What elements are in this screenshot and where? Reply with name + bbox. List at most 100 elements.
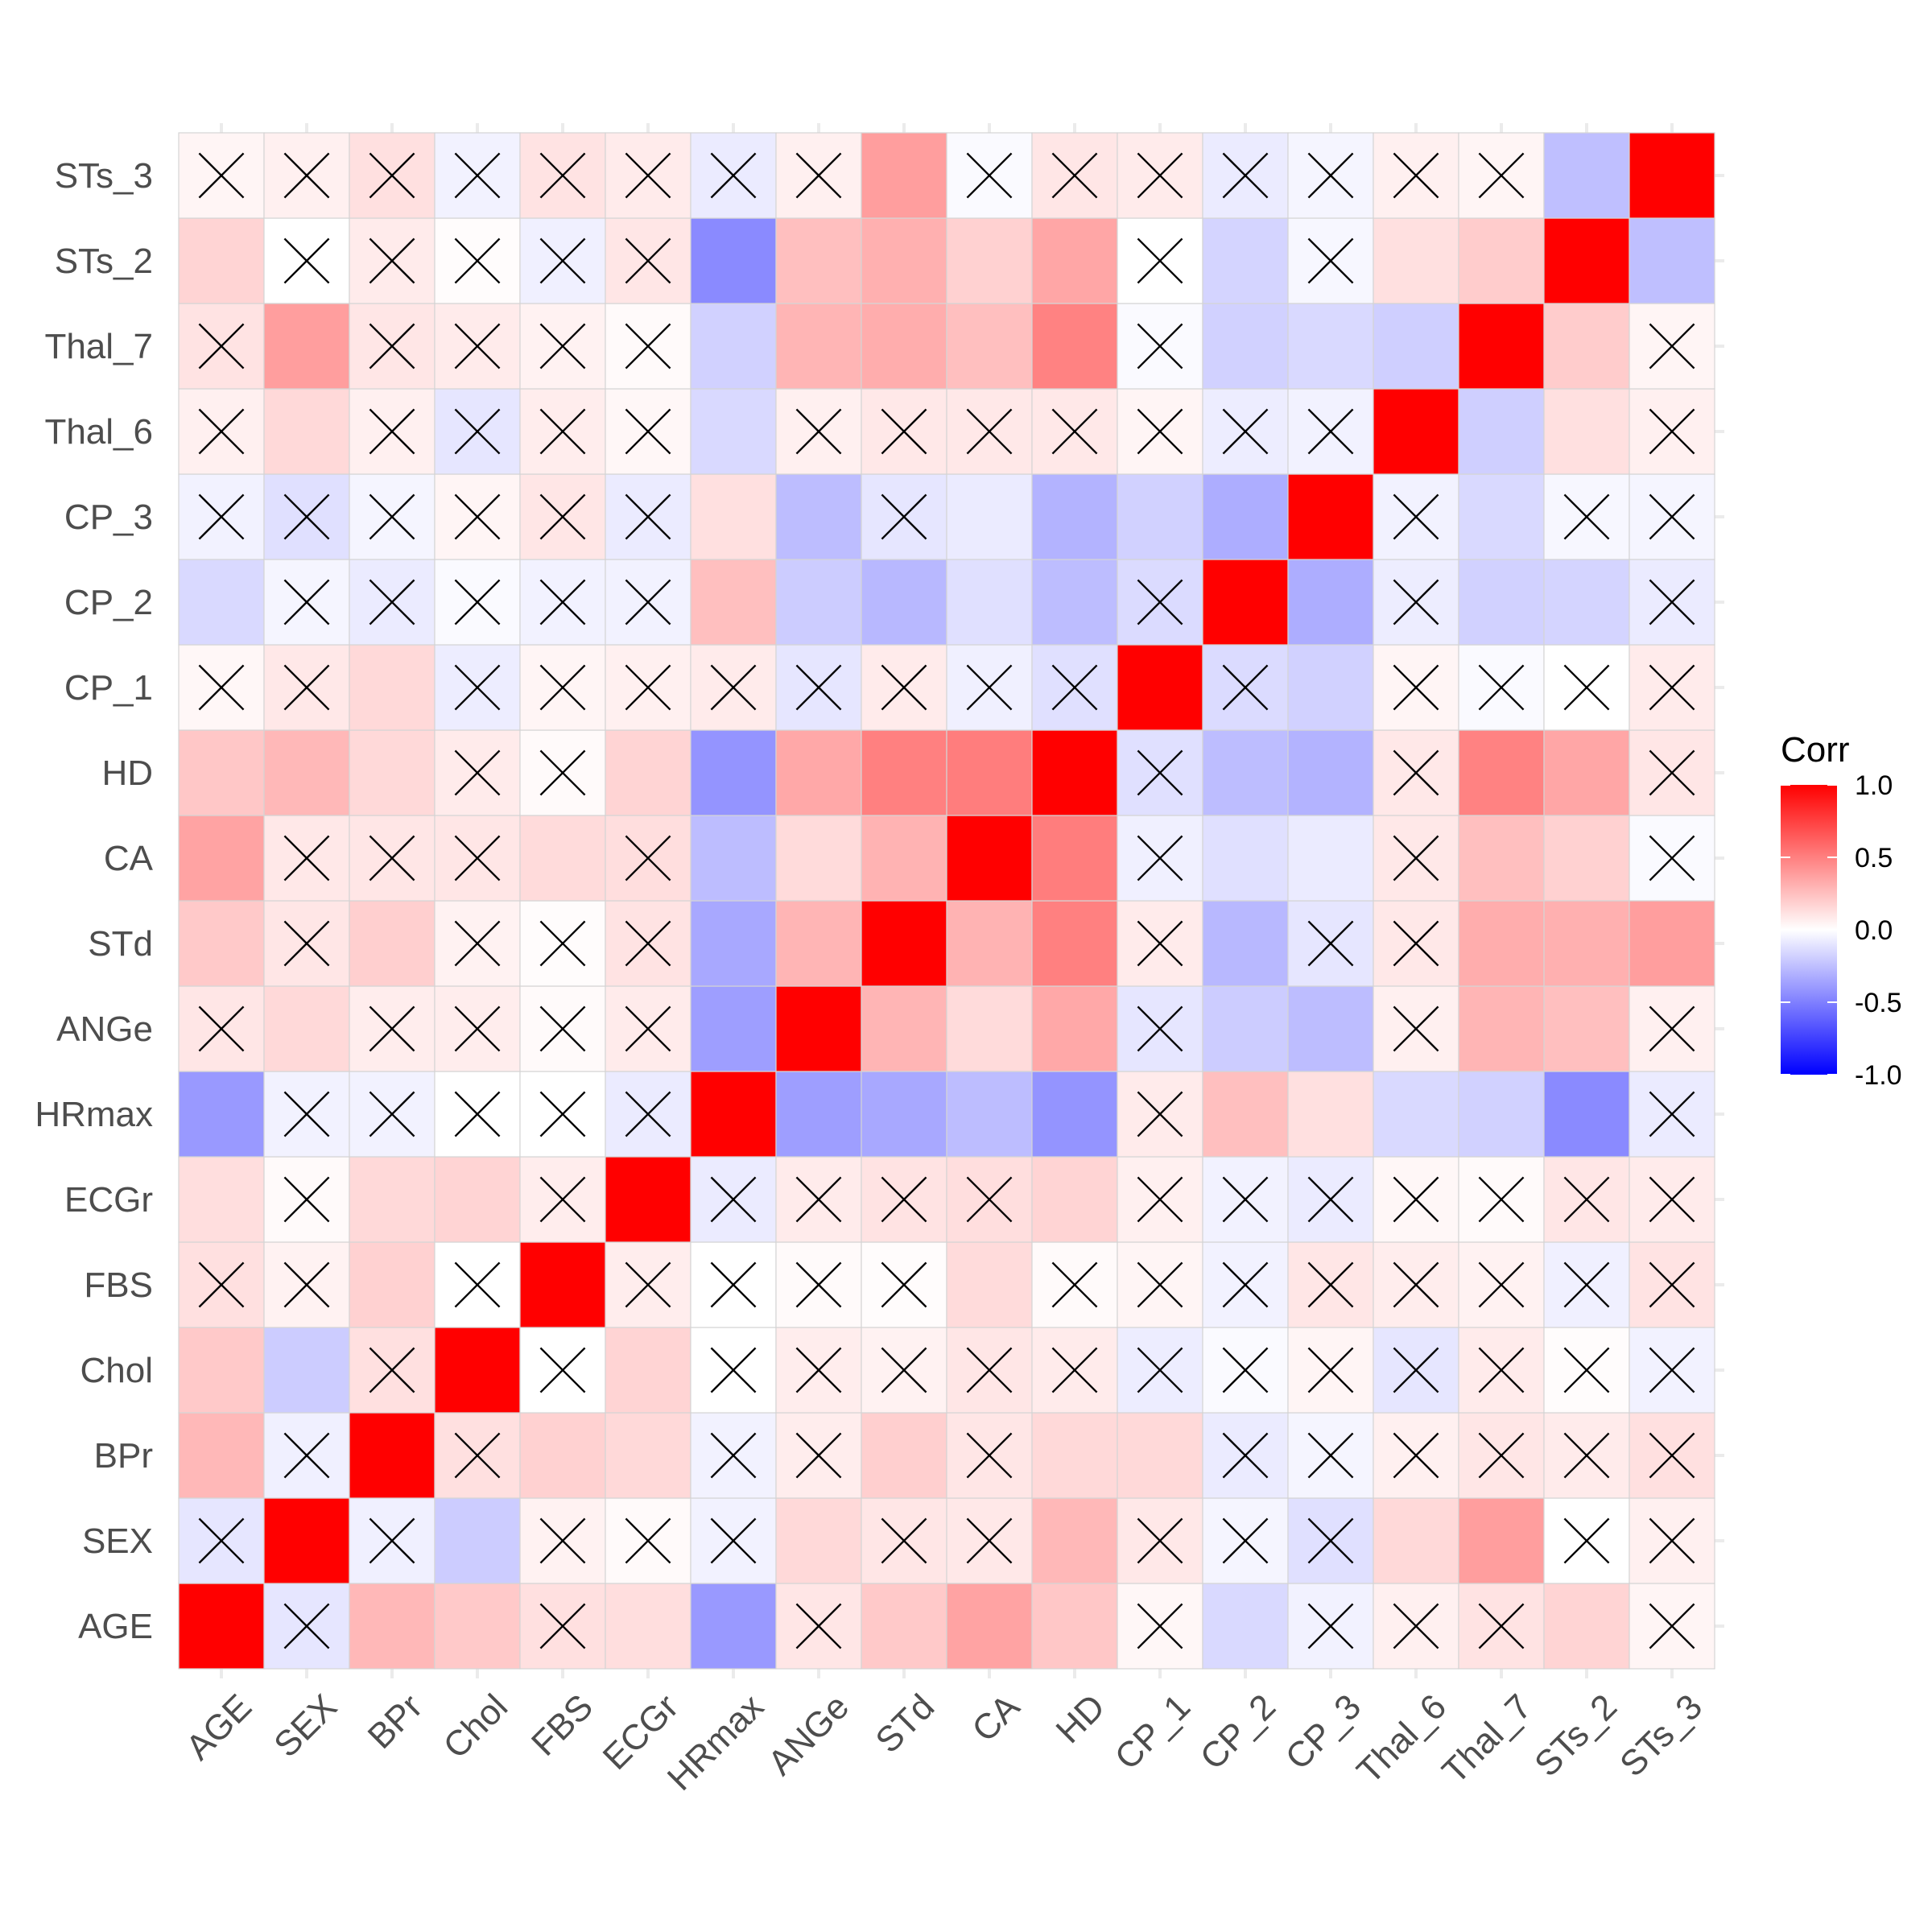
insignificant-marker [795, 1603, 842, 1649]
insignificant-marker [369, 152, 415, 199]
heatmap-cell [1031, 217, 1118, 304]
heatmap-cell [775, 473, 862, 560]
legend-ticks: 1.0 0.5 0.0 -0.5 -1.0 [1781, 770, 1902, 1091]
heatmap-cell [775, 559, 862, 646]
y-tick-label: HRmax [35, 1095, 153, 1134]
insignificant-marker [625, 1261, 671, 1308]
insignificant-marker [1649, 1517, 1695, 1564]
heatmap-cell [1543, 1583, 1630, 1670]
heatmap-cell [605, 217, 691, 304]
heatmap-cell [1031, 900, 1118, 987]
insignificant-marker [1307, 152, 1354, 199]
heatmap-cell [1117, 644, 1203, 731]
insignificant-marker [198, 152, 245, 199]
heatmap-cell [519, 1412, 606, 1499]
insignificant-marker [369, 1091, 415, 1137]
heatmap-cell [1543, 815, 1630, 902]
insignificant-marker [1478, 1432, 1525, 1479]
heatmap-cell [1202, 815, 1289, 902]
x-tick-label: CP_1 [1108, 1686, 1198, 1777]
insignificant-marker [1393, 920, 1439, 967]
insignificant-marker [710, 1347, 757, 1393]
insignificant-marker [369, 1517, 415, 1564]
heatmap-cell [946, 815, 1033, 902]
heatmap-cell [861, 900, 947, 987]
heatmap-cell [1202, 729, 1289, 816]
insignificant-marker [1137, 749, 1183, 796]
heatmap-cell [1287, 985, 1374, 1072]
legend-title: Corr [1781, 730, 1850, 770]
y-axis-labels: AGE SEX BPr Chol FBS ECGr HRmax ANGe STd CA HD CP_1… [35, 156, 153, 1646]
insignificant-marker [710, 664, 757, 711]
insignificant-marker [283, 493, 330, 540]
insignificant-marker [966, 408, 1013, 455]
heatmap-cell [1543, 132, 1630, 219]
heatmap-cell [946, 729, 1033, 816]
heatmap-cell [349, 729, 436, 816]
heatmap-cell [519, 815, 606, 902]
insignificant-marker [539, 664, 586, 711]
insignificant-marker [1649, 1176, 1695, 1223]
insignificant-marker [1137, 1517, 1183, 1564]
insignificant-marker [625, 920, 671, 967]
heatmap-cell [1543, 900, 1630, 987]
insignificant-marker [539, 493, 586, 540]
insignificant-marker [625, 1005, 671, 1052]
insignificant-marker [1051, 1261, 1098, 1308]
heatmap-cell [178, 1071, 265, 1158]
heatmap-cell [1031, 559, 1118, 646]
insignificant-marker [454, 920, 501, 967]
x-tick-label: AGE [179, 1686, 259, 1767]
heatmap-cell [178, 1327, 265, 1414]
heatmap-cell [861, 1071, 947, 1158]
y-tick-label: SEX [82, 1521, 153, 1561]
y-tick-label: Thal_7 [44, 327, 153, 366]
insignificant-marker [1222, 664, 1269, 711]
insignificant-marker [198, 493, 245, 540]
heatmap-cell [775, 815, 862, 902]
insignificant-marker [1137, 152, 1183, 199]
insignificant-marker [1393, 1176, 1439, 1223]
heatmap-cell [775, 1071, 862, 1158]
x-tick-label: SEX [266, 1686, 345, 1765]
insignificant-marker [369, 835, 415, 881]
insignificant-marker [1478, 1603, 1525, 1649]
heatmap-cell [1202, 1583, 1289, 1670]
heatmap-cell [178, 1156, 265, 1243]
insignificant-marker [1307, 920, 1354, 967]
heatmap-cell [178, 729, 265, 816]
heatmap-cell [1031, 985, 1118, 1072]
insignificant-marker [710, 152, 757, 199]
insignificant-marker [198, 1005, 245, 1052]
y-tick-label: CP_3 [64, 497, 153, 537]
heatmap-cell [861, 729, 947, 816]
insignificant-marker [1563, 1432, 1610, 1479]
insignificant-marker [539, 1517, 586, 1564]
heatmap-cell [605, 1327, 691, 1414]
insignificant-marker [283, 579, 330, 625]
heatmap-cell [263, 729, 350, 816]
insignificant-marker [1137, 408, 1183, 455]
insignificant-marker [539, 1176, 586, 1223]
insignificant-marker [283, 1261, 330, 1308]
heatmap-cell [1543, 985, 1630, 1072]
insignificant-marker [1137, 579, 1183, 625]
insignificant-marker [1137, 920, 1183, 967]
insignificant-marker [795, 1261, 842, 1308]
insignificant-marker [1393, 1347, 1439, 1393]
insignificant-marker [1649, 1005, 1695, 1052]
insignificant-marker [1393, 1603, 1439, 1649]
heatmap-cell [1373, 1497, 1459, 1584]
insignificant-marker [625, 664, 671, 711]
heatmap-cell [861, 1583, 947, 1670]
y-tick-label: STs_2 [55, 242, 153, 281]
heatmap-cell [690, 303, 777, 390]
heatmap-cell [605, 644, 691, 731]
heatmap-cell [1031, 1156, 1118, 1243]
insignificant-marker [539, 408, 586, 455]
insignificant-marker [1307, 1603, 1354, 1649]
insignificant-marker [369, 579, 415, 625]
x-tick-label: CP_2 [1193, 1686, 1283, 1777]
insignificant-marker [625, 1517, 671, 1564]
insignificant-marker [625, 835, 671, 881]
